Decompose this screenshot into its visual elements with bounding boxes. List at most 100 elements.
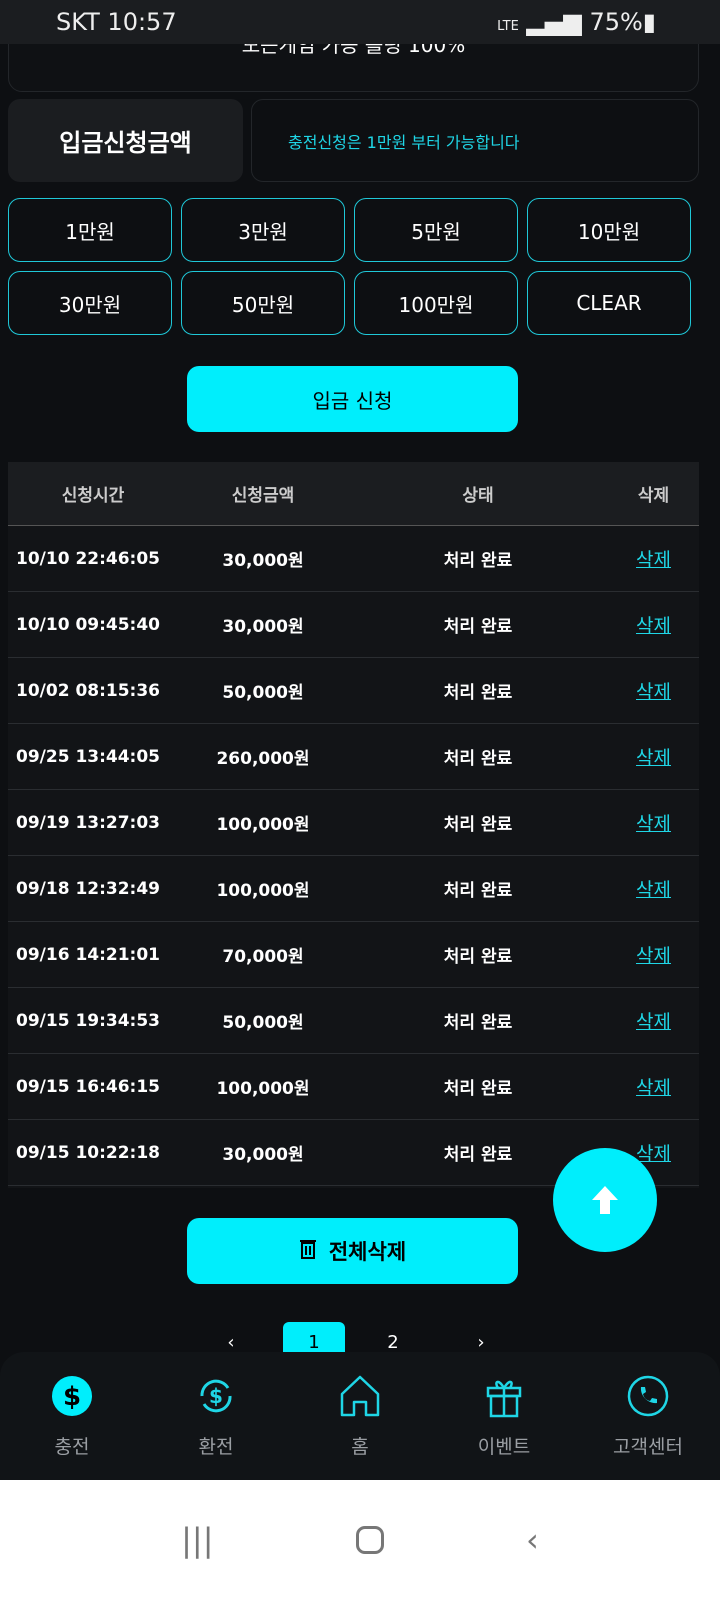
clear-button[interactable]: CLEAR	[527, 271, 691, 335]
table-row: 09/19 13:27:03 100,000원 처리 완료 삭제	[8, 790, 699, 856]
cell-status: 처리 완료	[443, 815, 513, 835]
recent-apps-icon[interactable]: |||	[181, 1521, 214, 1559]
cell-status: 처리 완료	[443, 1079, 513, 1099]
deposit-history-table: 신청시간 신청금액 상태 삭제 10/10 22:46:05 30,000원 처리 …	[8, 462, 699, 1188]
cell-amount: 100,000원	[216, 881, 310, 901]
delete-link[interactable]: 삭제	[636, 747, 671, 769]
nav-event[interactable]: 이벤트	[432, 1352, 576, 1480]
delete-link[interactable]: 삭제	[636, 549, 671, 571]
system-nav-bar: ||| ‹	[0, 1480, 720, 1600]
bottom-nav: $ 충전 $ 환전 홈 이벤트 고객센터	[0, 1352, 720, 1480]
delete-link[interactable]: 삭제	[636, 615, 671, 637]
nav-label: 이벤트	[477, 1436, 531, 1458]
cell-status: 처리 완료	[443, 749, 513, 769]
cell-amount: 100,000원	[216, 1079, 310, 1099]
cell-status: 처리 완료	[443, 617, 513, 637]
cell-time: 09/16 14:21:01	[16, 944, 161, 965]
network-indicator: LTE	[497, 19, 519, 34]
header-amount: 신청금액	[231, 486, 295, 506]
table-row: 09/15 10:22:18 30,000원 처리 완료 삭제	[8, 1120, 699, 1186]
signal-icon: ▂▄▆	[526, 8, 582, 36]
amount-button-50k[interactable]: 5만원	[354, 198, 518, 262]
cell-time: 10/10 09:45:40	[16, 614, 161, 635]
pagination-prev[interactable]: ‹	[227, 1331, 235, 1353]
table-row: 09/15 16:46:15 100,000원 처리 완료 삭제	[8, 1054, 699, 1120]
cell-amount: 30,000원	[222, 551, 304, 571]
nav-exchange[interactable]: $ 환전	[144, 1352, 288, 1480]
nav-label: 충전	[54, 1436, 90, 1458]
cell-status: 처리 완료	[443, 1145, 513, 1165]
dollar-icon: $	[52, 1376, 92, 1416]
cell-time: 09/15 10:22:18	[16, 1142, 161, 1163]
cell-status: 처리 완료	[443, 683, 513, 703]
nav-label: 환전	[198, 1436, 234, 1458]
nav-label: 고객센터	[613, 1436, 683, 1458]
cell-amount: 30,000원	[222, 617, 304, 637]
pagination-next[interactable]: ›	[477, 1331, 485, 1353]
cell-amount: 70,000원	[222, 947, 304, 967]
cell-time: 10/02 08:15:36	[16, 680, 161, 701]
nav-support[interactable]: 고객센터	[576, 1352, 720, 1480]
gift-icon	[486, 1380, 522, 1418]
delete-link[interactable]: 삭제	[636, 681, 671, 703]
cell-time: 09/18 12:32:49	[16, 878, 161, 899]
deposit-amount-label: 입금신청금액	[8, 99, 243, 182]
cell-time: 10/10 22:46:05	[16, 548, 161, 569]
battery-level: 75%	[589, 8, 643, 36]
header-time: 신청시간	[61, 486, 125, 506]
table-row: 09/15 19:34:53 50,000원 처리 완료 삭제	[8, 988, 699, 1054]
cell-amount: 50,000원	[222, 683, 304, 703]
exchange-icon: $	[200, 1379, 232, 1413]
table-row: 09/25 13:44:05 260,000원 처리 완료 삭제	[8, 724, 699, 790]
cell-amount: 30,000원	[222, 1145, 304, 1165]
delete-link[interactable]: 삭제	[636, 945, 671, 967]
amount-button-100k[interactable]: 10만원	[527, 198, 691, 262]
cell-time: 09/15 16:46:15	[16, 1076, 161, 1097]
cell-amount: 260,000원	[216, 749, 310, 769]
cell-amount: 100,000원	[216, 815, 310, 835]
amount-button-1m[interactable]: 100만원	[354, 271, 518, 335]
cell-time: 09/19 13:27:03	[16, 812, 161, 833]
cell-status: 처리 완료	[443, 881, 513, 901]
cell-time: 09/15 19:34:53	[16, 1010, 161, 1031]
table-row: 10/02 08:15:36 50,000원 처리 완료 삭제	[8, 658, 699, 724]
clock: 10:57	[107, 8, 177, 36]
delete-link[interactable]: 삭제	[636, 813, 671, 835]
amount-button-500k[interactable]: 50만원	[181, 271, 345, 335]
cell-status: 처리 완료	[443, 1013, 513, 1033]
amount-button-300k[interactable]: 30만원	[8, 271, 172, 335]
nav-home[interactable]: 홈	[288, 1352, 432, 1480]
carrier: SKT	[56, 8, 100, 36]
amount-button-30k[interactable]: 3만원	[181, 198, 345, 262]
svg-text:$: $	[209, 1384, 223, 1408]
cell-time: 09/25 13:44:05	[16, 746, 161, 767]
delete-all-button[interactable]: 전체삭제	[187, 1218, 518, 1284]
phone-icon	[627, 1375, 669, 1417]
pagination-page-2[interactable]: 2	[387, 1331, 399, 1353]
svg-text:$: $	[63, 1382, 81, 1412]
header-status: 상태	[462, 486, 494, 506]
home-button-icon[interactable]	[355, 1526, 384, 1554]
home-icon	[340, 1375, 380, 1417]
status-bar: SKT 10:57 LTE ▂▄▆ 75%▮	[0, 0, 720, 44]
amount-button-10k[interactable]: 1만원	[8, 198, 172, 262]
table-row: 10/10 22:46:05 30,000원 처리 완료 삭제	[8, 526, 699, 592]
trash-icon	[299, 1238, 317, 1265]
delete-link[interactable]: 삭제	[636, 879, 671, 901]
back-icon[interactable]: ‹	[526, 1521, 539, 1559]
nav-charge[interactable]: $ 충전	[0, 1352, 144, 1480]
deposit-submit-button[interactable]: 입금 신청	[187, 366, 518, 432]
delete-link[interactable]: 삭제	[636, 1011, 671, 1033]
cell-status: 처리 완료	[443, 551, 513, 571]
delete-all-label: 전체삭제	[328, 1240, 407, 1264]
nav-label: 홈	[351, 1436, 369, 1458]
header-delete: 삭제	[637, 486, 670, 506]
delete-link[interactable]: 삭제	[636, 1077, 671, 1099]
cell-amount: 50,000원	[222, 1013, 304, 1033]
table-row: 10/10 09:45:40 30,000원 처리 완료 삭제	[8, 592, 699, 658]
arrow-up-icon	[592, 1186, 618, 1214]
scroll-to-top-button[interactable]	[553, 1148, 657, 1252]
table-header: 신청시간 신청금액 상태 삭제	[8, 462, 699, 526]
delete-link[interactable]: 삭제	[636, 1143, 671, 1165]
battery-icon: ▮	[642, 8, 656, 36]
